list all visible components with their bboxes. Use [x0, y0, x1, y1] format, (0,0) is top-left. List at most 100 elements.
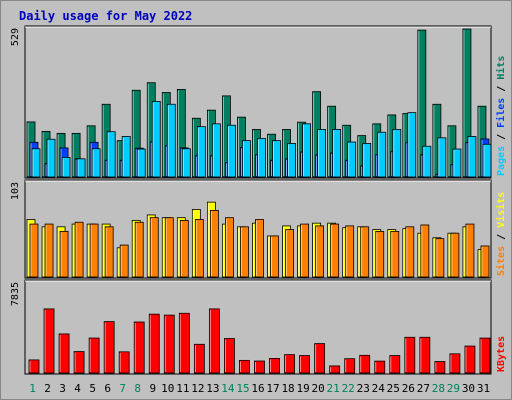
- pages-bar-24: [377, 131, 387, 178]
- kbytes-bar-18: [284, 354, 295, 374]
- x-tick-label-13: 13: [206, 382, 219, 395]
- sites-bar-24: [375, 230, 385, 278]
- sites-bar-30: [465, 223, 475, 278]
- sites-bar-3: [59, 230, 69, 278]
- sites-bar-12: [194, 219, 204, 278]
- legend-separator: /: [496, 128, 507, 146]
- kbytes-bar-21: [329, 365, 341, 374]
- pages-bar-21: [332, 129, 342, 178]
- kbytes-bar-23: [359, 354, 371, 374]
- kbytes-ymax-label: 7835: [10, 282, 21, 306]
- x-tick-label-15: 15: [236, 382, 249, 395]
- pages-bar-28: [437, 137, 447, 178]
- chart-title: Daily usage for May 2022: [19, 9, 193, 23]
- x-tick-label-12: 12: [191, 382, 204, 395]
- sites-bar-16: [255, 219, 264, 278]
- kbytes-bar-28: [434, 361, 446, 374]
- sites-bar-28: [435, 238, 445, 278]
- x-tick-label-9: 9: [149, 382, 156, 395]
- x-tick-label-11: 11: [176, 382, 189, 395]
- kbytes-bar-1: [28, 359, 40, 374]
- sites-bar-17: [270, 235, 279, 278]
- x-tick-label-14: 14: [221, 382, 235, 395]
- pages-bar-19: [302, 123, 311, 178]
- kbytes-bar-9: [148, 313, 160, 374]
- sites-bar-22: [345, 225, 355, 278]
- x-tick-label-18: 18: [281, 382, 294, 395]
- x-tick-label-20: 20: [312, 382, 325, 395]
- kbytes-bar-8: [133, 321, 145, 374]
- x-tick-label-10: 10: [161, 382, 174, 395]
- x-tick-label-8: 8: [134, 382, 141, 395]
- legend-visits: Visits: [495, 192, 507, 228]
- kbytes-bar-17: [269, 358, 280, 374]
- kbytes-bar-20: [314, 343, 326, 374]
- legend-pages: Pages: [496, 146, 507, 176]
- sites-bar-7: [119, 244, 129, 278]
- x-tick-label-23: 23: [357, 382, 370, 395]
- kbytes-bar-22: [344, 358, 356, 374]
- kbytes-bar-27: [419, 336, 431, 374]
- sites-bar-15: [240, 226, 249, 278]
- x-tick-label-17: 17: [266, 382, 279, 395]
- x-tick-label-3: 3: [59, 382, 66, 395]
- x-tick-label-4: 4: [74, 382, 81, 395]
- kbytes-bar-24: [374, 360, 386, 374]
- kbytes-bar-13: [208, 308, 220, 374]
- pages-bar-27: [422, 145, 432, 178]
- pages-bar-23: [362, 143, 372, 178]
- pages-bar-11: [181, 148, 191, 178]
- pages-bar-16: [257, 137, 266, 178]
- x-tick-label-7: 7: [119, 382, 126, 395]
- visits-sites-legend: Sites / Visits: [495, 192, 507, 276]
- kbytes-bar-4: [73, 351, 85, 374]
- sites-bar-9: [149, 217, 159, 278]
- pages-bar-10: [166, 103, 176, 178]
- pages-bar-2: [46, 138, 56, 178]
- pages-bar-31: [482, 143, 492, 178]
- sites-bar-19: [300, 223, 309, 278]
- sites-bar-20: [315, 225, 325, 278]
- kbytes-bar-29: [449, 353, 461, 374]
- hits-files-pages-legend: Pages / Files / Hits: [495, 56, 507, 176]
- sites-bar-23: [360, 226, 370, 278]
- sites-bar-26: [405, 226, 415, 278]
- x-tick-label-26: 26: [402, 382, 415, 395]
- kbytes-bar-16: [254, 360, 265, 374]
- pages-bar-3: [61, 157, 71, 178]
- sites-bar-13: [209, 209, 219, 278]
- x-tick-label-6: 6: [104, 382, 111, 395]
- kbytes-bar-15: [239, 359, 250, 374]
- x-tick-label-28: 28: [432, 382, 445, 395]
- pages-bar-4: [76, 158, 86, 178]
- sites-bar-2: [44, 223, 54, 278]
- pages-bar-12: [196, 126, 206, 178]
- x-tick-label-2: 2: [44, 382, 51, 395]
- visits-sites-ymax-label: 103: [10, 182, 21, 200]
- pages-bar-25: [392, 129, 402, 178]
- sites-bar-10: [164, 217, 174, 278]
- legend-separator: /: [496, 80, 507, 98]
- pages-bar-26: [407, 112, 417, 178]
- kbytes-bar-7: [118, 351, 130, 374]
- kbytes-bar-31: [479, 337, 491, 374]
- kbytes-bar-11: [178, 312, 190, 374]
- legend-files: Files: [495, 98, 507, 128]
- pages-bar-20: [317, 129, 327, 178]
- sites-bar-4: [74, 221, 84, 278]
- kbytes-bar-25: [389, 355, 401, 374]
- sites-bar-8: [134, 221, 144, 278]
- kbytes-bar-14: [224, 338, 235, 374]
- kbytes-bar-26: [404, 336, 416, 374]
- sites-bar-25: [390, 230, 400, 278]
- legend-sites: Sites: [495, 246, 507, 276]
- kbytes-bar-12: [193, 343, 205, 374]
- pages-bar-14: [227, 124, 236, 178]
- kbytes-bar-19: [299, 355, 310, 374]
- x-tick-label-29: 29: [447, 382, 460, 395]
- x-tick-label-1: 1: [29, 382, 36, 395]
- sites-bar-27: [420, 224, 430, 278]
- legend-separator: /: [496, 228, 507, 246]
- sites-bar-6: [104, 226, 114, 278]
